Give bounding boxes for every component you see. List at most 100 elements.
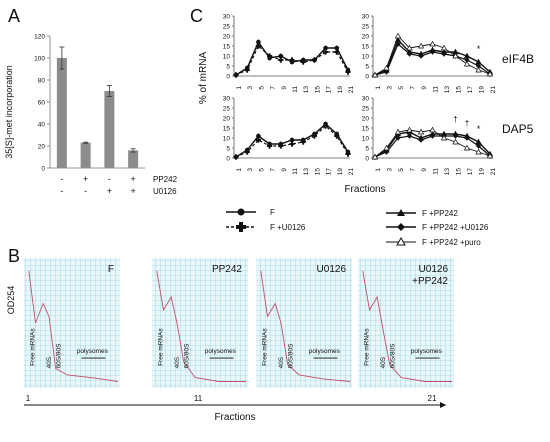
legend-marker-cross [236,222,246,232]
panel-b-letter: B [8,246,20,266]
panel-c-x-tick-label: 1 [375,86,382,90]
panel-c-xlabel: Fractions [344,184,385,195]
panel-b-grid-paper [256,258,352,388]
panel-c-letter: C [190,6,203,26]
panel-c-x-tick-label: 13 [303,86,310,94]
panel-b-profile: F Free mRNAs 40S 60S/80S polysomes [24,258,120,388]
data-point [255,43,261,49]
panel-b-condition-title: U0126 [419,264,449,275]
data-point [300,139,306,145]
panel-c-annotation: † [453,115,457,124]
data-point [440,44,448,51]
data-point [371,71,379,78]
panel-a-pp242-sign: - [108,174,111,184]
panel-a-ylabel: 35[S]-met incorporation [4,65,14,159]
panel-c-y-tick-label: 25 [362,105,370,112]
data-point [429,40,436,47]
legend-marker-triangle [397,209,405,216]
panel-c-y-tick-label: 0 [226,73,230,80]
panel-a-bar [128,150,139,168]
panel-b-x-tick-label: 21 [428,394,437,403]
panel-c-x-tick-label: 11 [433,168,440,175]
panel-c-x-tick-label: 19 [479,168,486,176]
panel-c-x-tick-label: 17 [326,86,333,94]
panel-a-u0126-sign: + [107,186,112,196]
panel-b-profile-trace [362,270,453,382]
data-point [429,133,436,139]
panel-c-x-tick-label: 21 [348,86,355,94]
data-point [244,149,250,155]
data-point [441,51,447,57]
panel-c-y-tick-label: 10 [362,135,370,142]
panel-c-x-tick-label: 9 [281,168,288,172]
panel-a-pp242-sign: + [83,174,88,184]
panel-c-x-tick-label: 17 [467,86,474,94]
panel-c-x-tick-label: 13 [444,86,451,94]
data-point [406,126,413,133]
data-point [475,148,482,155]
panel-c-x-tick-label: 5 [398,86,405,90]
panel-c-y-tick-label: 30 [223,95,231,102]
data-point [406,44,413,51]
panel-c-x-tick-label: 1 [375,168,382,172]
panel-c-legend: F F +U0126 F +PP242 F +PP242 +U0126 F +P… [226,208,489,247]
legend-marker-circle [237,208,245,216]
panel-c-y-tick-label: 30 [223,13,231,20]
panel-b-free-mrnas-label: Free mRNAs [30,328,37,366]
panel-a-u0126-sign: - [60,186,63,196]
panel-b-60s80s-label: 60S/80S [55,343,62,369]
panel-a-u0126-sign: - [84,186,87,196]
data-point [475,66,482,73]
panel-c-y-tick-label: 5 [226,145,230,152]
data-point [267,143,273,149]
panel-c-x-tick-label: 3 [247,168,254,172]
panel-c-x-tick-label: 19 [337,86,344,94]
data-point [311,133,317,139]
panel-c-x-tick-label: 9 [281,86,288,90]
panel-c-x-tick-label: 1 [236,86,243,90]
panel-c-y-tick-label: 10 [362,53,370,60]
legend-label-pp242: F +PP242 [422,209,458,218]
panel-c-annotation: † [465,119,469,128]
panel-c-annotation: * [477,124,481,134]
panel-b-profile: PP242 Free mRNAs 40S 60S/80S polysomes [152,258,248,388]
panel-b-40s-label: 40S [380,356,387,368]
panel-c-x-tick-label: 15 [314,168,321,176]
data-point [394,128,402,135]
panel-b-polysomes-label: polysomes [205,348,237,355]
data-point [395,41,401,47]
legend-label-pp242-u0126: F +PP242 +U0126 [422,223,489,232]
panel-c-y-tick-label: 15 [223,43,231,50]
panel-c-x-tick-label: 13 [303,168,310,176]
panel-b-grid-paper [358,258,454,388]
panel-a-bar [80,142,91,168]
panel-b-condition-title: F [108,264,114,275]
legend-label-pp242-puro: F +PP242 +puro [422,238,481,247]
panel-c-y-tick-label: 25 [223,105,231,112]
panel-c-y-tick-label: 10 [223,135,231,142]
data-point [345,151,351,157]
panel-c-x-tick-label: 21 [348,168,355,176]
data-point [440,134,448,141]
data-point [311,57,317,63]
data-point [486,70,494,77]
panel-c-y-tick-label: 25 [223,23,231,30]
panel-b-free-mrnas-label: Free mRNAs [262,328,269,366]
panel-c-x-tick-label: 11 [292,86,299,93]
panel-b-polysomes-label: polysomes [411,348,443,355]
legend-label-f-u0126: F +U0126 [270,223,306,232]
data-point [383,64,390,71]
panel-c-x-tick-label: 11 [292,168,299,175]
panel-b-free-mrnas-label: Free mRNAs [158,328,165,366]
panel-b-profile-trace [260,270,351,382]
data-point [406,51,413,57]
data-point [383,144,390,151]
data-point [429,49,436,55]
panel-c-y-tick-label: 20 [362,33,370,40]
data-point [383,149,390,155]
